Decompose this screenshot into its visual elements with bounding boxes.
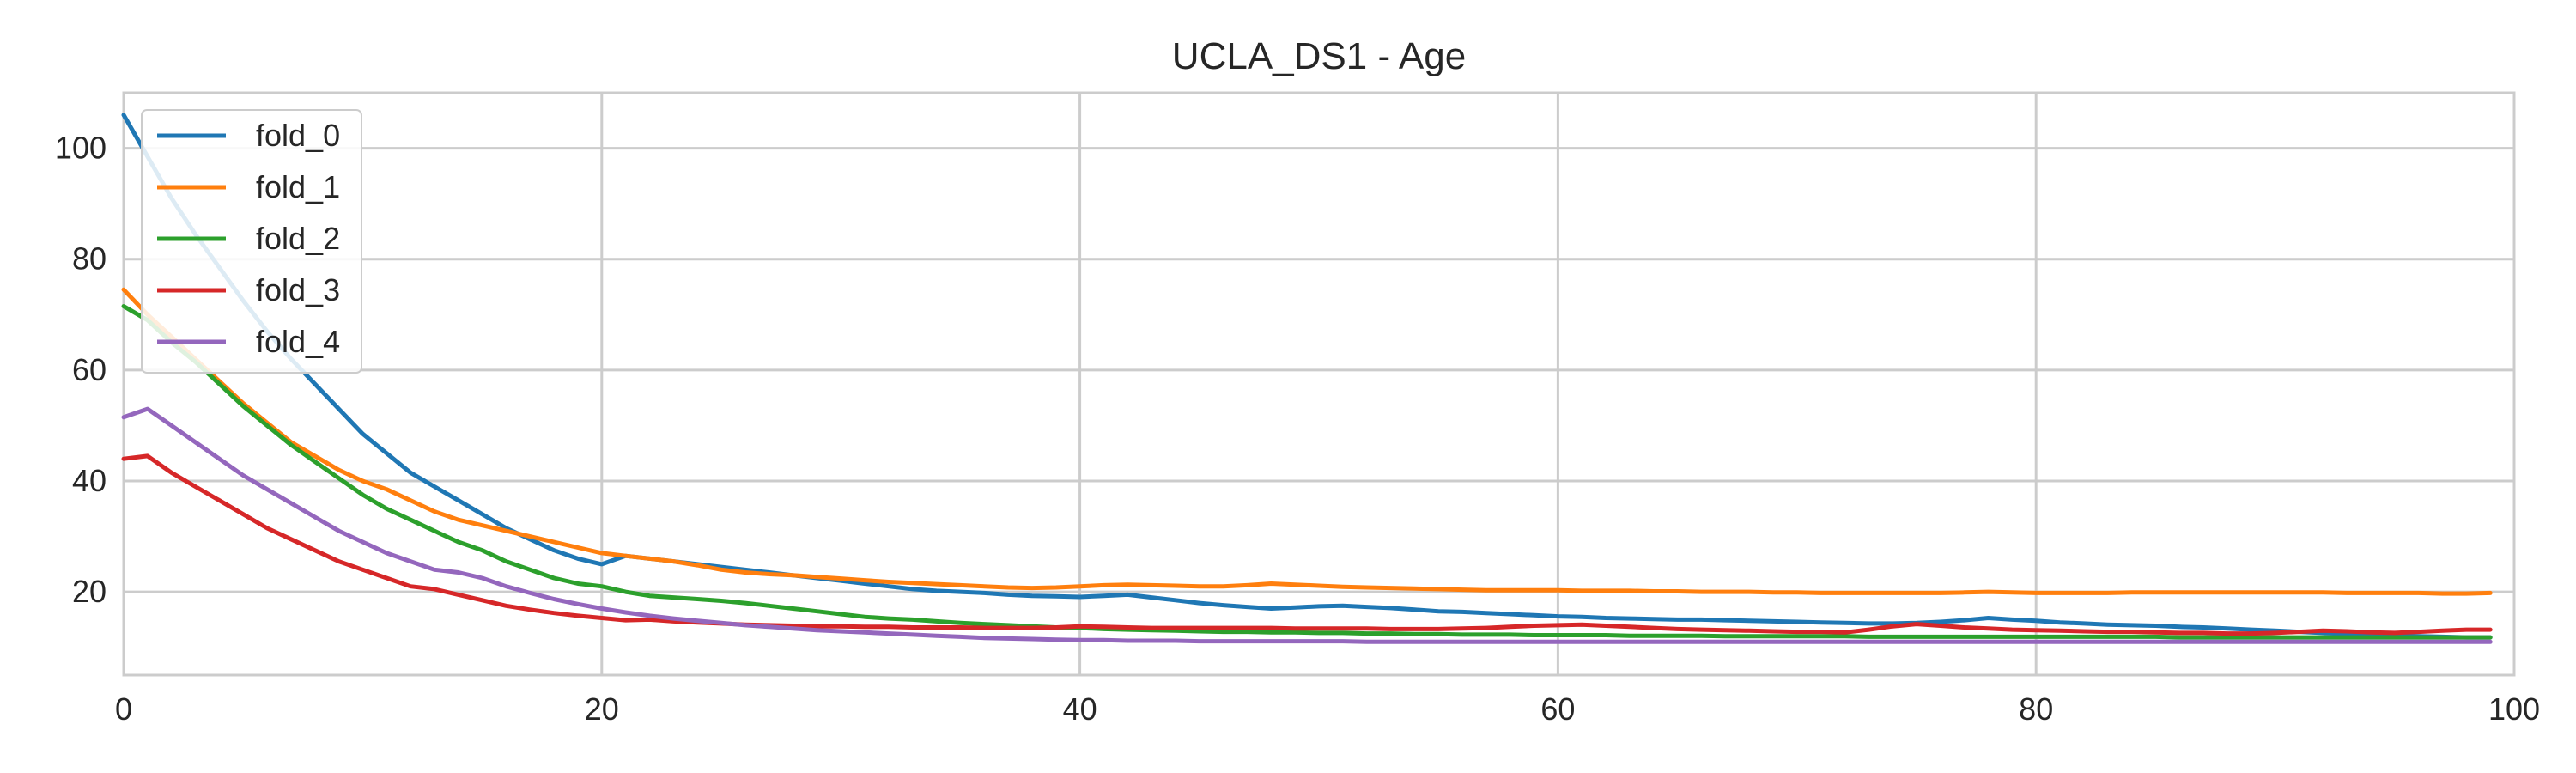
- legend-label: fold_1: [256, 169, 340, 204]
- y-tick-label: 80: [72, 241, 106, 277]
- series-line-fold-3: [121, 453, 2493, 636]
- y-tick-label: 20: [72, 574, 106, 609]
- y-tick-label: 100: [55, 131, 106, 166]
- legend-label: fold_0: [256, 118, 340, 153]
- series-line-fold-4: [121, 406, 2493, 644]
- series-lines: [121, 113, 2493, 644]
- legend-box: [141, 109, 362, 374]
- x-tick-label: 20: [585, 691, 619, 727]
- legend-label: fold_2: [256, 221, 340, 256]
- y-tick-labels: 20 40 60 80 100: [55, 131, 106, 610]
- chart-title: UCLA_DS1 - Age: [1172, 35, 1466, 77]
- x-tick-label: 80: [2019, 691, 2053, 727]
- x-tick-label: 0: [115, 691, 132, 727]
- x-tick-label: 40: [1063, 691, 1097, 727]
- y-tick-label: 40: [72, 463, 106, 498]
- series-line-fold-1: [121, 287, 2493, 596]
- legend: fold_0 fold_1 fold_2 fold_3 fold_4: [141, 109, 362, 374]
- legend-label: fold_3: [256, 272, 340, 307]
- series-line-fold-2: [121, 304, 2493, 640]
- y-tick-label: 60: [72, 352, 106, 387]
- legend-label: fold_4: [256, 324, 340, 359]
- x-tick-label: 100: [2488, 691, 2540, 727]
- x-tick-labels: 0 20 40 60 80 100: [115, 691, 2540, 727]
- plot-frame: [122, 91, 2516, 677]
- x-tick-label: 60: [1540, 691, 1575, 727]
